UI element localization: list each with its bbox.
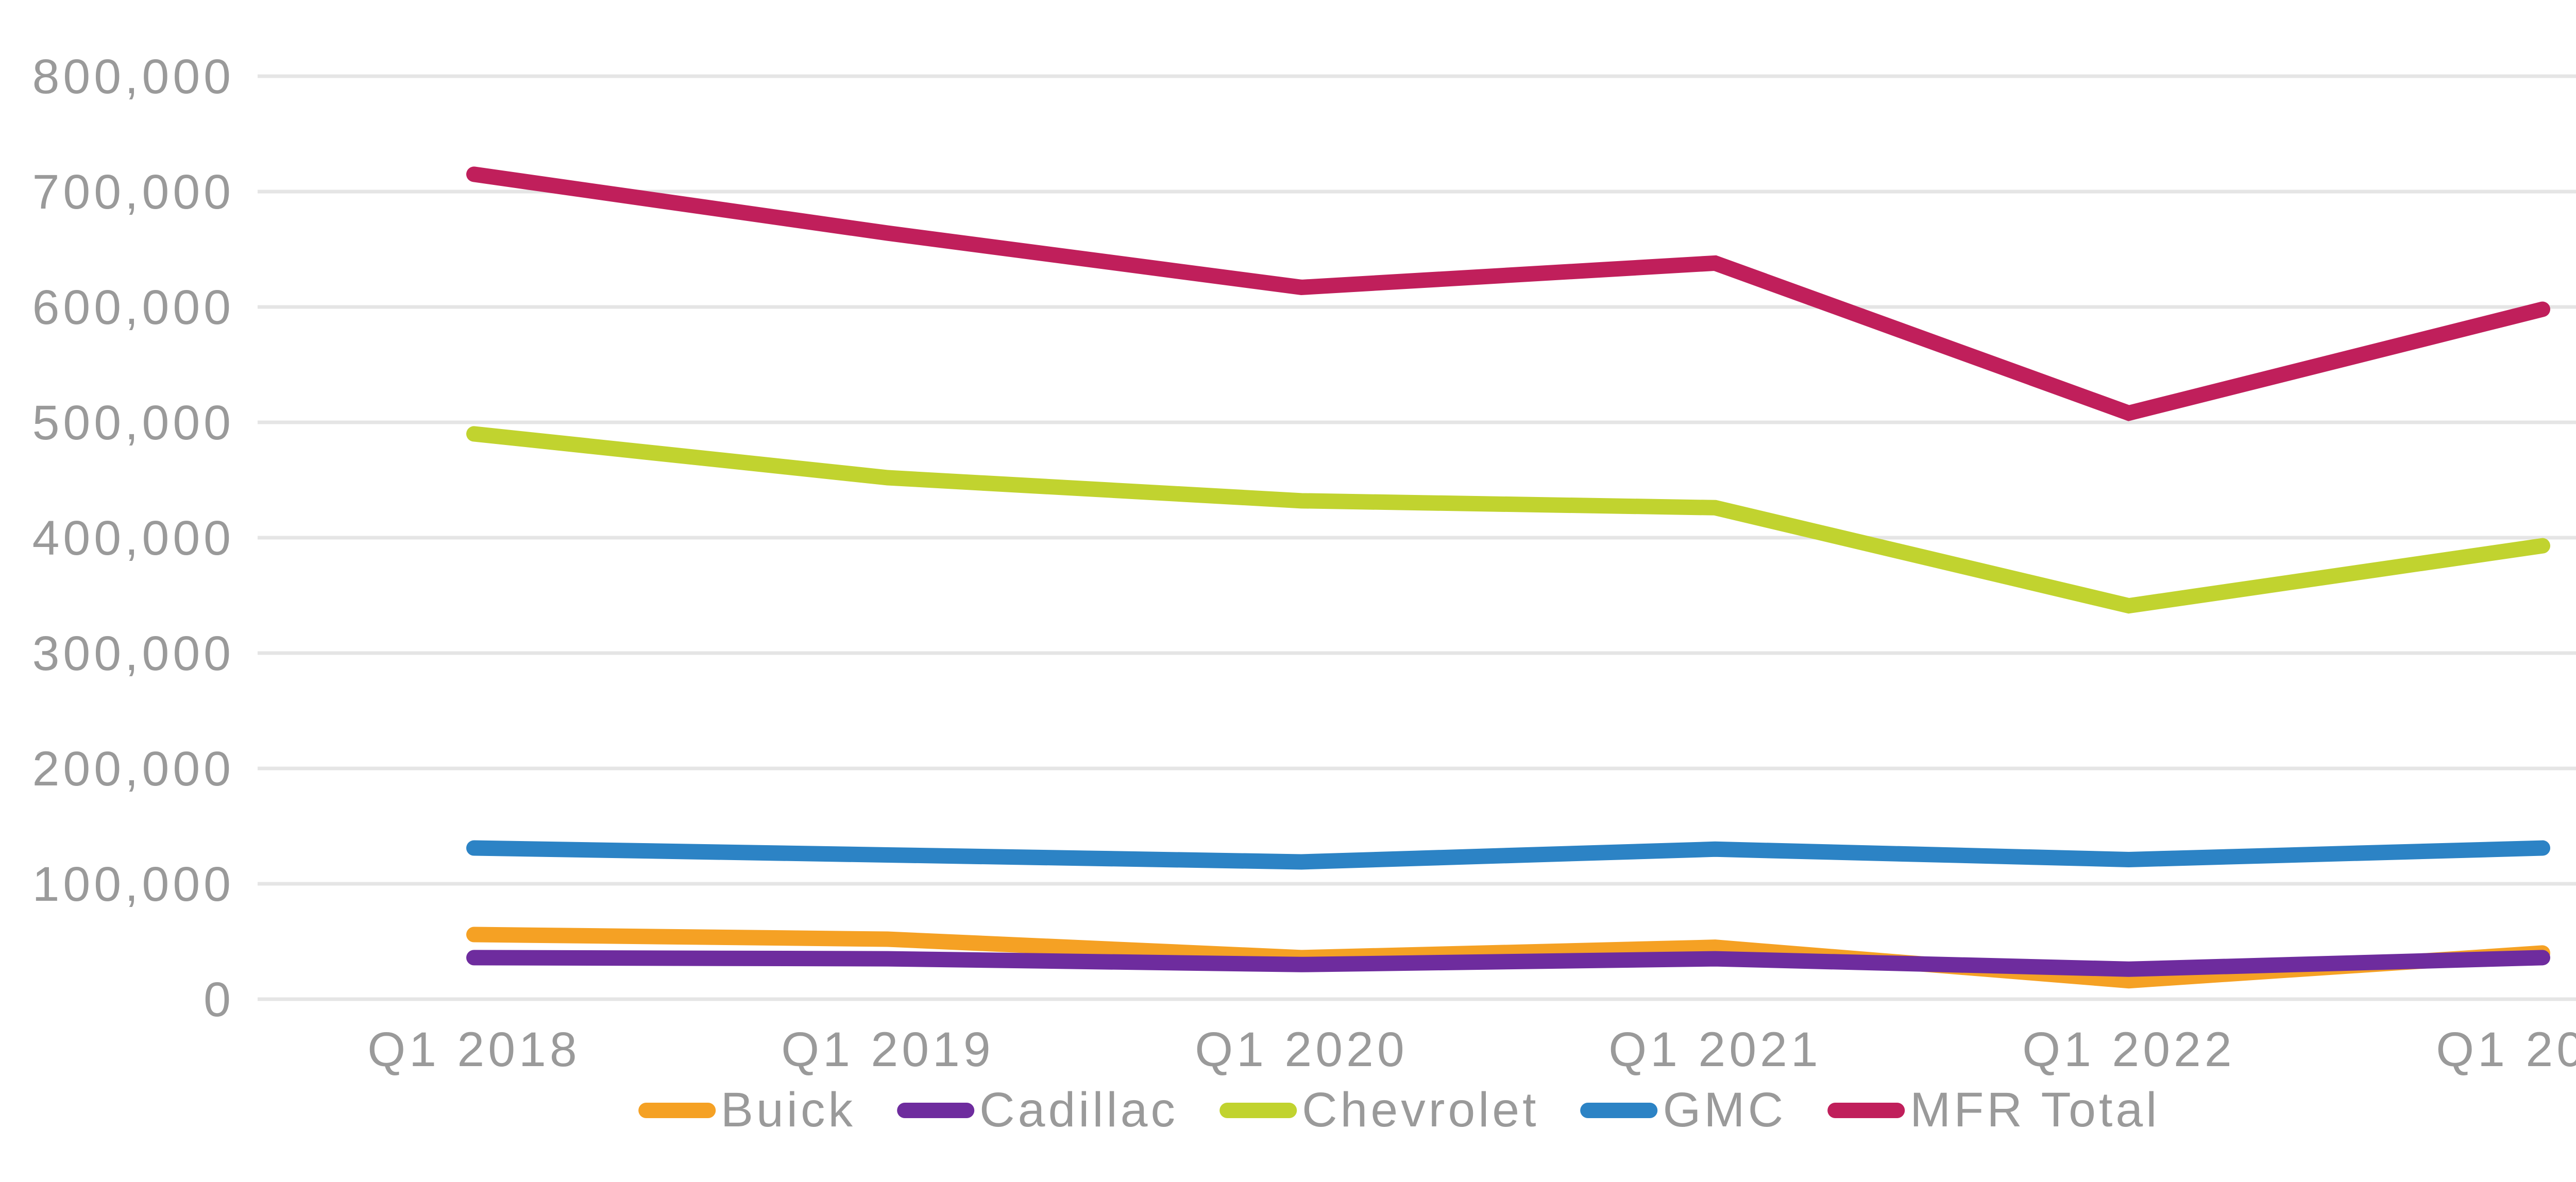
- legend-label-chevrolet: Chevrolet: [1301, 1083, 1539, 1137]
- legend-item-mfr-total: MFR Total: [1827, 1086, 2160, 1135]
- x-axis-labels-group: Q1 2018 Q1 2019 Q1 2020 Q1 2021 Q1 2022 Q1 20…: [367, 1022, 2576, 1077]
- legend-swatch-gmc: [1580, 1102, 1658, 1118]
- legend-item-cadillac: Cadillac: [897, 1086, 1178, 1135]
- x-axis-tick-label-q1-2018: Q1 2018: [367, 1022, 580, 1077]
- y-axis-tick-label: 300,000: [32, 626, 234, 681]
- y-axis-tick-label: 600,000: [32, 280, 234, 335]
- series-line-cadillac: [466, 950, 2550, 977]
- y-axis-tick-label: 100,000: [32, 857, 234, 912]
- gridlines-group: [258, 74, 2576, 1001]
- y-axis-tick-label: 800,000: [32, 49, 234, 104]
- legend-swatch-buick: [638, 1102, 716, 1118]
- series-lines-group: [466, 166, 2550, 989]
- legend-label-buick: Buick: [720, 1083, 856, 1137]
- legend-swatch-cadillac: [897, 1102, 975, 1118]
- x-axis-tick-label-q1-2021: Q1 2021: [1608, 1022, 1821, 1077]
- x-axis-tick-label-q1-2019: Q1 2019: [781, 1022, 994, 1077]
- series-line-gmc: [466, 840, 2550, 870]
- legend-swatch-chevrolet: [1219, 1102, 1297, 1118]
- x-axis-tick-label-q1-2022: Q1 2022: [2022, 1022, 2235, 1077]
- series-line-mfr-total: [466, 166, 2550, 421]
- series-line-buick: [466, 927, 2550, 989]
- y-axis-tick-label: 700,000: [32, 165, 234, 219]
- y-axis-tick-label: 500,000: [32, 396, 234, 450]
- legend-swatch-mfr-total: [1827, 1102, 1905, 1118]
- y-axis-labels-group: 0 100,000 200,000 300,000 400,000 500,000 600,…: [32, 49, 234, 1027]
- chart-legend: Buick Cadillac Chevrolet GMC MFR Total: [638, 1086, 2160, 1135]
- y-axis-tick-label: 400,000: [32, 511, 234, 566]
- x-axis-tick-label-q1-2020: Q1 2020: [1195, 1022, 1408, 1077]
- y-axis-tick-label: 200,000: [32, 742, 234, 796]
- legend-item-gmc: GMC: [1580, 1083, 1787, 1137]
- legend-item-chevrolet: Chevrolet: [1219, 1086, 1539, 1135]
- legend-label-gmc: GMC: [1663, 1083, 1787, 1137]
- legend-label-mfr-total: MFR Total: [1910, 1083, 2160, 1137]
- series-line-chevrolet: [466, 426, 2550, 614]
- y-axis-tick-label: 0: [204, 972, 234, 1027]
- legend-item-buick: Buick: [638, 1086, 856, 1135]
- legend-label-cadillac: Cadillac: [979, 1083, 1178, 1137]
- x-axis-tick-label-q1-2023: Q1 2023: [2436, 1022, 2576, 1077]
